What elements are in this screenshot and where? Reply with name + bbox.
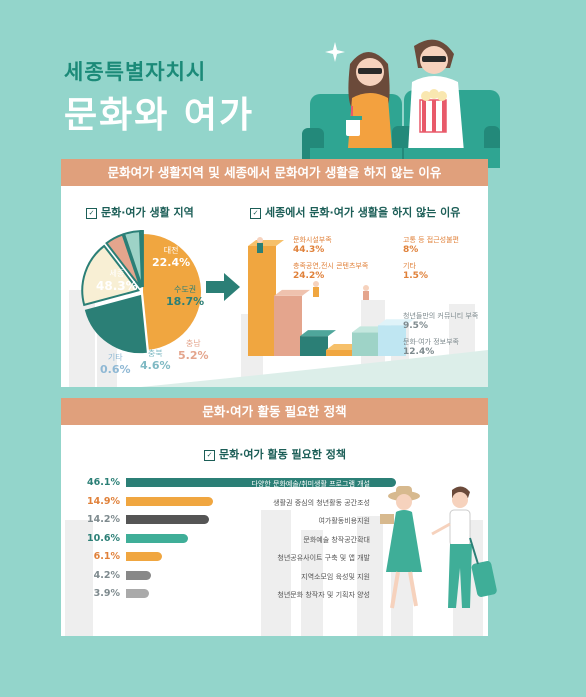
stair-bar [326, 350, 354, 356]
slice-value: 18.7% [166, 295, 205, 308]
reasons-heading: ✓ 세종에서 문화·여가 생활을 하지 않는 이유 [250, 204, 460, 220]
pie-label-chungbuk: 충북 4.6% [140, 348, 171, 372]
slice-name: 충북 [147, 349, 163, 358]
reason-name: 문화시설부족 [293, 236, 332, 244]
page-title: 문화와 여가 [64, 95, 255, 136]
pie-label-other: 기타 0.6% [100, 352, 131, 376]
policy-bar [126, 515, 210, 524]
stair-bar [300, 336, 328, 356]
reasons-staircase-chart [248, 237, 414, 356]
policy-value: 10.6% [87, 532, 120, 544]
slice-name: 충남 [185, 339, 201, 348]
policy-label: 여가활동비용지원 [318, 517, 370, 525]
reason-value: 24.2% [293, 271, 325, 281]
policy-bar [126, 478, 396, 487]
reason-label-other: 기타 1.5% [403, 262, 428, 281]
slice-value: 48.3% [96, 279, 138, 293]
stair-bar [274, 295, 302, 356]
policy-label: 지역소모임 육성및 지원 [301, 572, 370, 581]
pie-label-daejeon: 대전 22.4% [152, 245, 190, 269]
policy-bar [126, 496, 214, 506]
reason-value: 12.4% [403, 347, 435, 357]
region-pie-chart [81, 230, 201, 354]
reason-label-access: 고통 등 접근성불편 8% [403, 236, 459, 255]
reason-value: 1.5% [403, 271, 428, 281]
check-icon: ✓ [86, 207, 97, 219]
slice-value: 4.6% [140, 359, 171, 372]
reason-label-info: 문화·여가 정보부족 12.4% [403, 338, 459, 357]
pie-label-capital: 수도권 18.7% [166, 284, 204, 308]
section1-banner: 문화여가 생활지역 및 세종에서 문화여가 생활을 하지 않는 이유 [61, 159, 488, 186]
pie-slice [105, 233, 142, 289]
policy-bar-chart: 46.1% 다양한 문화예술/취미생활 프로그램 개설 14.9% 생활권 중심의 청… [86, 477, 396, 608]
pie-slice [84, 294, 147, 354]
stair-bar [352, 332, 380, 356]
policy-label: 다양한 문화예술/취미생활 프로그램 개설 [251, 480, 370, 488]
reason-value: 44.3% [293, 245, 325, 255]
policy-value: 3.9% [93, 588, 120, 599]
policy-label: 청년문화 창작자 및 기획자 양성 [277, 591, 370, 599]
stair-bar [248, 246, 276, 356]
stair-bar [378, 325, 406, 356]
policy-value: 6.1% [93, 551, 120, 562]
section2-banner: 문화·여가 활동 필요한 정책 [61, 398, 488, 425]
policy-value: 14.9% [87, 495, 120, 507]
reason-label-content: 충족공연,전시 콘텐츠부족 24.2% [293, 262, 368, 281]
stair-top [248, 240, 284, 246]
policy-value: 14.2% [87, 514, 120, 525]
page-subtitle: 세종특별자치시 [64, 60, 207, 84]
person-figure [257, 237, 263, 253]
reason-name: 고통 등 접근성불편 [403, 236, 459, 244]
policy-label: 생활권 중심의 청년활동 공간조성 [273, 498, 370, 507]
reason-value: 9.5% [403, 321, 428, 331]
slice-name: 수도권 [174, 285, 197, 294]
reason-label-facilities: 문화시설부족 44.3% [293, 236, 332, 255]
slice-value: 22.4% [152, 256, 191, 269]
policy-bar [126, 570, 151, 580]
travel-couple-illustration [380, 486, 497, 609]
slice-name: 세종 [109, 269, 125, 278]
person-figure [363, 285, 369, 300]
policy-bar [126, 589, 149, 598]
pie-slice [81, 244, 140, 307]
person-figure [313, 281, 319, 297]
check-icon: ✓ [204, 449, 215, 461]
reason-name: 문화·여가 정보부족 [403, 338, 459, 346]
pie-slice [143, 234, 201, 350]
reason-name: 청년들만의 커뮤니티 부족 [403, 312, 479, 320]
reason-name: 충족공연,전시 콘텐츠부족 [293, 262, 369, 270]
policy-label: 청년공유사이트 구축 및 앱 개발 [277, 554, 370, 562]
pie-label-chungnam: 충남 5.2% [178, 338, 209, 362]
policy-label: 문화예술 창작공간확대 [303, 535, 370, 544]
pie-heading: ✓ 문화·여가 생활 지역 [86, 204, 194, 220]
policy-value: 4.2% [93, 569, 120, 581]
slice-name: 기타 [107, 353, 123, 362]
slice-value: 5.2% [178, 349, 209, 362]
cinema-couple-illustration [302, 39, 500, 168]
pie-slice [139, 230, 144, 288]
stair-top [274, 289, 310, 296]
policy-value: 46.1% [87, 477, 120, 488]
pie-label-sejong: 세종 48.3% [96, 268, 138, 293]
stair-top [300, 330, 336, 337]
arrow-right-icon [206, 273, 240, 301]
check-icon: ✓ [250, 207, 261, 219]
reason-label-community: 청년들만의 커뮤니티 부족 9.5% [403, 312, 478, 331]
reason-value: 8% [403, 245, 419, 255]
policy-bar [126, 552, 162, 561]
stair-top [378, 319, 414, 326]
policy-bar [126, 533, 189, 543]
reason-name: 기타 [403, 262, 416, 270]
slice-value: 0.6% [100, 363, 131, 376]
slice-name: 대전 [163, 246, 179, 255]
policy-heading: ✓ 문화·여가 활동 필요한 정책 [204, 446, 346, 462]
